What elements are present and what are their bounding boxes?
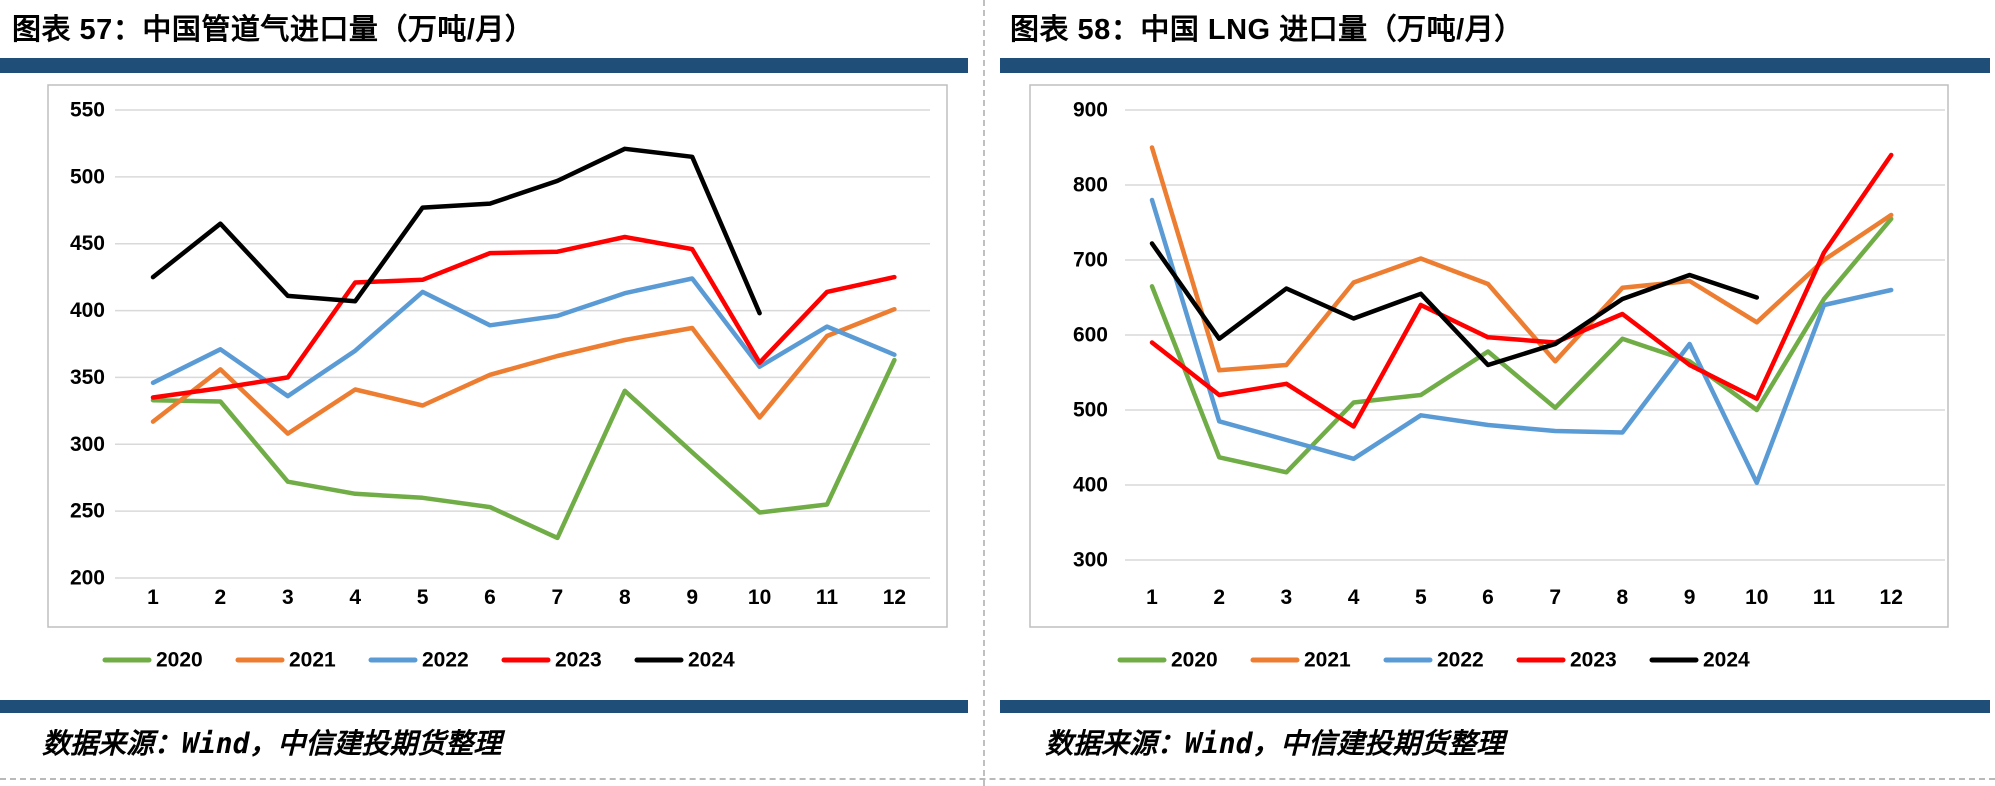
y-axis-tick-label: 200 (70, 567, 105, 590)
x-axis-month-label: 3 (1281, 586, 1293, 609)
y-axis-tick-label: 700 (1073, 249, 1108, 272)
series-line-2021 (1149, 145, 1894, 373)
x-axis-month-label: 6 (1482, 586, 1494, 609)
legend-label-2020: 2020 (1171, 649, 1218, 672)
y-axis-tick-label: 500 (70, 165, 105, 188)
lng-chart-panel: 图表 58：中国 LNG 进口量（万吨/月） 900 800 700 600 500 40… (990, 0, 1995, 786)
x-axis-month-label: 8 (619, 586, 631, 609)
y-axis-tick-label: 550 (70, 99, 105, 122)
x-axis-month-label: 10 (748, 586, 771, 609)
y-axis-tick-label: 500 (1073, 399, 1108, 422)
series-line-2020 (150, 357, 897, 541)
series-line-2022 (150, 276, 897, 399)
chart-title-lng: 图表 58：中国 LNG 进口量（万吨/月） (1010, 14, 1524, 46)
y-axis-tick-label: 800 (1073, 174, 1108, 197)
y-axis-tick-label: 400 (70, 299, 105, 322)
x-axis-month-label: 6 (484, 586, 496, 609)
x-axis-month-label: 9 (1684, 586, 1696, 609)
legend-label-2022: 2022 (1437, 649, 1484, 672)
plot-area-border (1029, 84, 1949, 628)
legend-label-2023: 2023 (555, 649, 602, 672)
x-axis-month-label: 1 (147, 586, 159, 609)
y-axis-tick-label: 900 (1073, 99, 1108, 122)
x-axis-month-label: 4 (349, 586, 361, 609)
data-source-note: 数据来源：Wind，中信建投期货整理 (42, 727, 502, 760)
x-axis-month-label: 7 (1549, 586, 1561, 609)
x-axis-month-label: 5 (1415, 586, 1427, 609)
x-axis-month-label: 3 (282, 586, 294, 609)
x-axis-month-label: 2 (215, 586, 227, 609)
y-axis-tick-label: 350 (70, 366, 105, 389)
y-axis-tick-label: 400 (1073, 474, 1108, 497)
x-axis-month-label: 7 (552, 586, 564, 609)
series-line-2022 (1149, 197, 1894, 486)
pipeline-gas-chart-panel: 图表 57：中国管道气进口量（万吨/月） 550 500 450 400 350 300 2… (0, 0, 983, 786)
data-source-note: 数据来源：Wind，中信建投期货整理 (1045, 727, 1505, 760)
footer-top-bar (0, 700, 968, 713)
x-axis-month-label: 12 (883, 586, 906, 609)
legend-label-2024: 2024 (1703, 649, 1750, 672)
title-underline-bar (1000, 58, 1990, 73)
y-axis-tick-label: 300 (1073, 549, 1108, 572)
chart-title-pipeline-gas: 图表 57：中国管道气进口量（万吨/月） (12, 14, 535, 46)
y-axis-tick-label: 450 (70, 232, 105, 255)
x-axis-month-label: 2 (1213, 586, 1225, 609)
legend-label-2023: 2023 (1570, 649, 1617, 672)
x-axis-month-label: 4 (1348, 586, 1360, 609)
x-axis-month-label: 11 (816, 586, 839, 609)
footer-top-bar (1000, 700, 1990, 713)
x-axis-month-label: 8 (1617, 586, 1629, 609)
legend-label-2022: 2022 (422, 649, 469, 672)
legend-label-2021: 2021 (1304, 649, 1351, 672)
x-axis-month-label: 12 (1880, 586, 1903, 609)
legend-label-2024: 2024 (688, 649, 735, 672)
x-axis-month-label: 5 (417, 586, 429, 609)
y-axis-tick-label: 300 (70, 433, 105, 456)
x-axis-month-label: 10 (1745, 586, 1768, 609)
x-axis-month-label: 9 (686, 586, 698, 609)
page-bottom-dashed-line (0, 778, 1995, 780)
series-line-2021 (150, 306, 897, 436)
panel-divider-dashed-line (983, 0, 985, 786)
y-axis-tick-label: 600 (1073, 324, 1108, 347)
series-line-2023 (150, 234, 897, 400)
series-line-2024 (1149, 241, 1760, 368)
series-line-2023 (1149, 152, 1894, 429)
series-line-2024 (150, 146, 762, 316)
plot-area-border (47, 84, 948, 628)
x-axis-month-label: 11 (1813, 586, 1836, 609)
legend-label-2020: 2020 (156, 649, 203, 672)
title-underline-bar (0, 58, 968, 73)
y-axis-tick-label: 250 (70, 500, 105, 523)
legend-label-2021: 2021 (289, 649, 336, 672)
x-axis-month-label: 1 (1146, 586, 1158, 609)
series-line-2020 (1149, 216, 1894, 475)
